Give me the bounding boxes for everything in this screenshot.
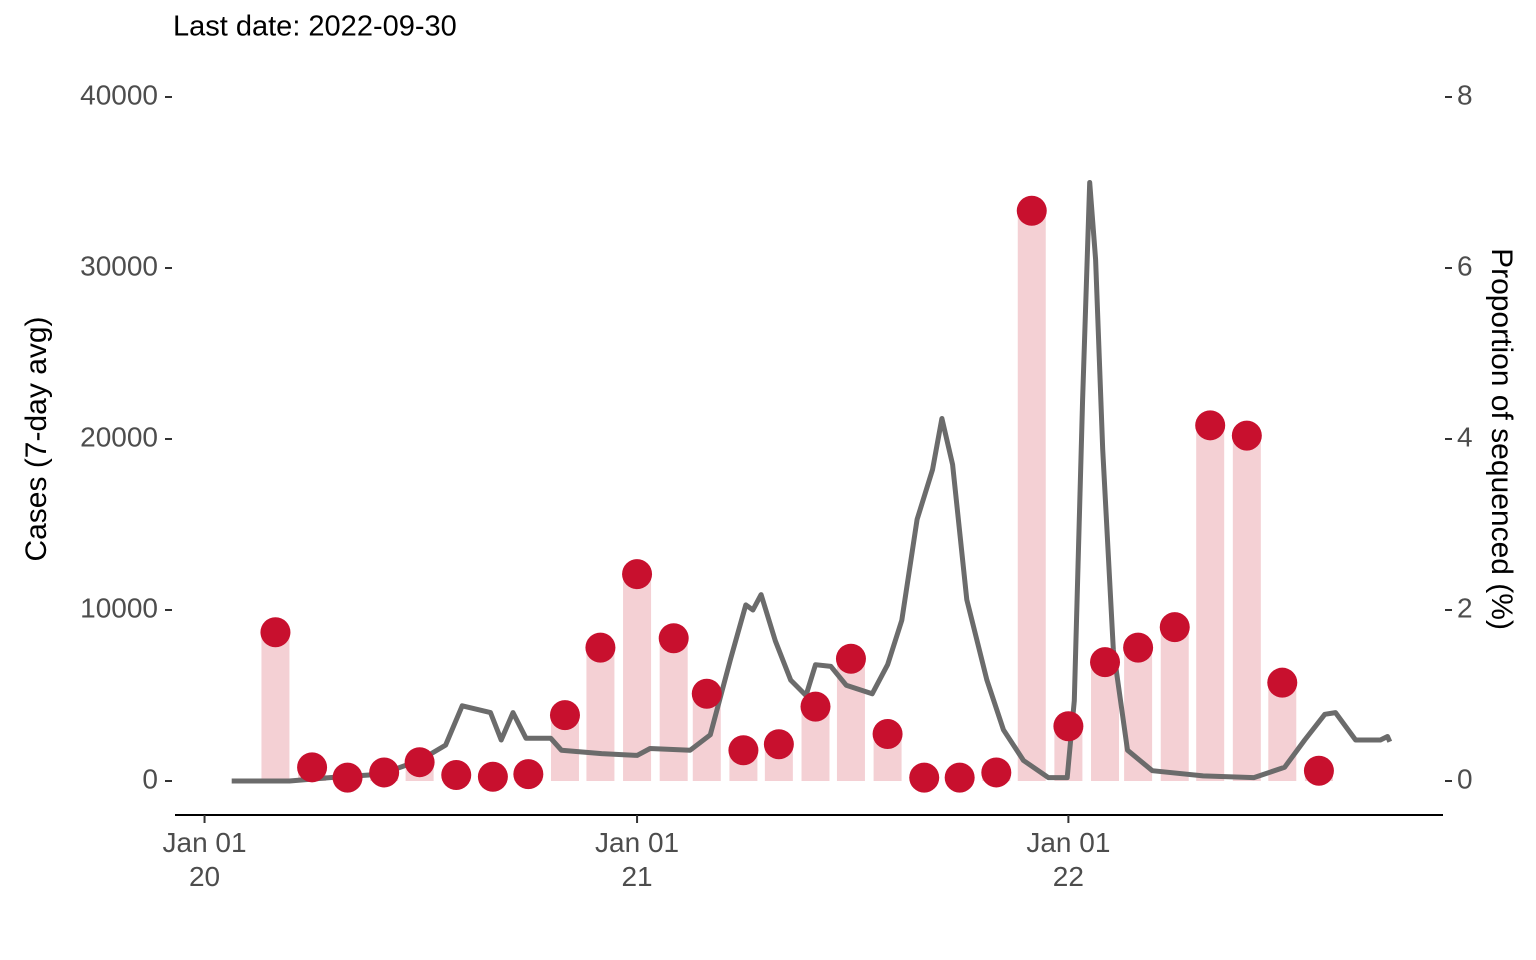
point — [1053, 711, 1084, 742]
point — [441, 760, 472, 791]
y-tick-label: 10000 — [80, 592, 158, 623]
bar — [1091, 662, 1120, 781]
point — [800, 691, 831, 722]
point — [835, 643, 866, 674]
y2-tick-label: 4 — [1457, 421, 1473, 452]
bar — [1232, 435, 1261, 781]
bar — [623, 574, 652, 781]
point — [1195, 410, 1226, 441]
bar — [1017, 210, 1046, 782]
point — [1090, 647, 1121, 678]
y2-tick-label: 6 — [1457, 250, 1473, 281]
bar — [1268, 682, 1297, 781]
point — [944, 762, 975, 793]
y2-tick-label: 8 — [1457, 79, 1473, 110]
y-axis-title: Cases (7-day avg) — [20, 316, 53, 561]
point — [332, 762, 363, 793]
x-tick-label: Jan 01 22 — [1026, 827, 1110, 892]
point — [622, 559, 653, 590]
y-tick-label: 20000 — [80, 421, 158, 452]
y-tick-label: 30000 — [80, 250, 158, 281]
point — [763, 729, 794, 760]
point — [585, 632, 616, 663]
point — [981, 757, 1012, 788]
x-tick-label: Jan 01 20 — [163, 827, 247, 892]
bars — [261, 210, 1333, 782]
point — [909, 762, 940, 793]
point — [1231, 420, 1262, 451]
bar — [586, 647, 615, 781]
point — [872, 718, 903, 749]
cases-line — [231, 180, 1393, 784]
bar — [659, 638, 688, 781]
point — [1303, 755, 1334, 786]
point — [513, 759, 544, 790]
point — [1123, 632, 1154, 663]
point — [1159, 612, 1190, 643]
point — [260, 617, 291, 648]
point — [1016, 195, 1047, 226]
point — [728, 735, 759, 766]
bar — [1160, 627, 1189, 781]
bar — [1196, 425, 1225, 781]
y-tick-label: 40000 — [80, 79, 158, 110]
point — [404, 747, 435, 778]
point — [691, 678, 722, 709]
subtitle: Last date: 2022-09-30 — [173, 11, 457, 43]
point — [549, 700, 580, 731]
y2-tick-label: 2 — [1457, 592, 1473, 623]
point — [297, 752, 328, 783]
y2-tick-label: 0 — [1457, 763, 1473, 794]
bar — [261, 632, 290, 781]
y2-axis-title: Proportion of sequenced (%) — [1485, 248, 1518, 630]
y-tick-label: 0 — [142, 763, 158, 794]
point — [658, 623, 689, 654]
point — [1267, 667, 1298, 698]
x-tick-label: Jan 01 21 — [595, 827, 679, 892]
point — [477, 761, 508, 792]
point — [369, 757, 400, 788]
